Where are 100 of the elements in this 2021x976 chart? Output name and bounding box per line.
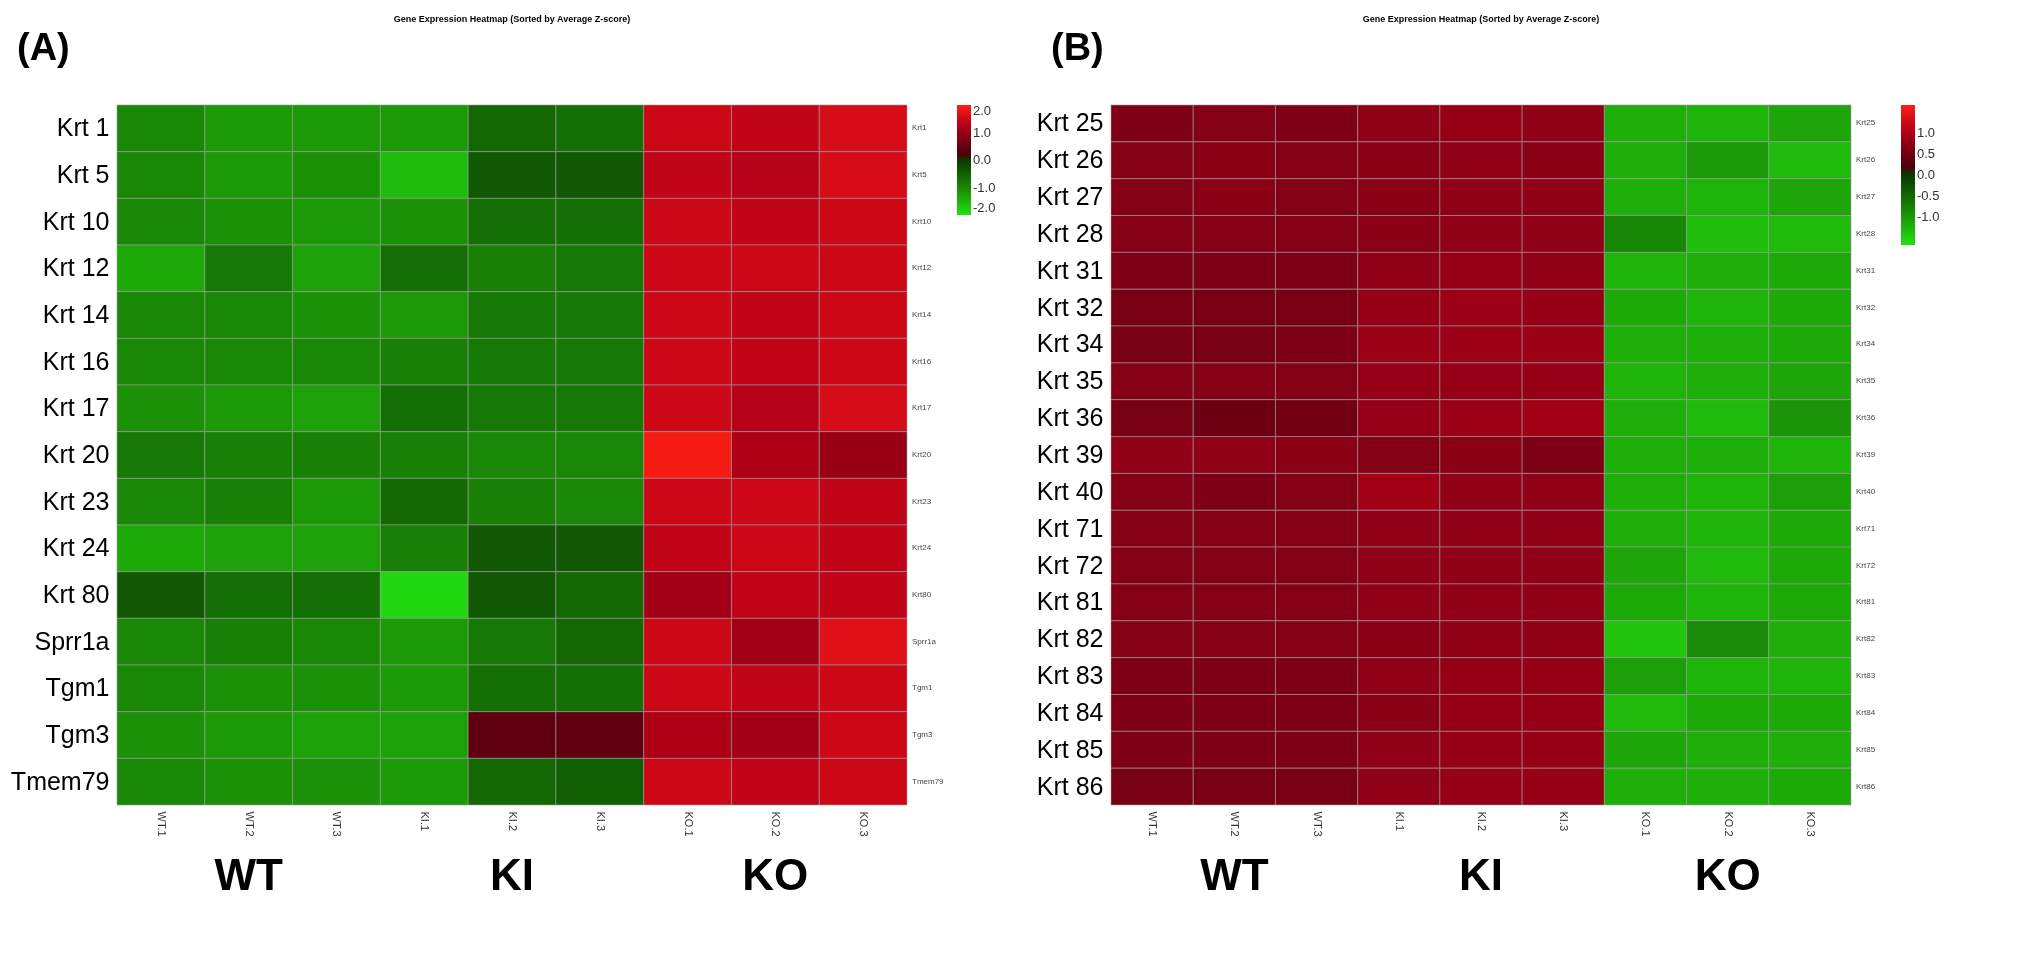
y2-tick-label: Krt34 bbox=[1856, 339, 1876, 349]
y2-tick-label: Krt17 bbox=[912, 403, 932, 413]
y-tick-label: Krt 32 bbox=[1036, 292, 1104, 321]
x-tick-label: KI.2 bbox=[507, 811, 519, 832]
color-bar-label: 1.0 bbox=[1917, 124, 1936, 140]
y-tick-label: Krt 28 bbox=[1036, 218, 1104, 247]
y2-tick-label: Sprr1a bbox=[912, 636, 937, 646]
y2-tick-label: Krt26 bbox=[1856, 155, 1876, 165]
x-tick-label: WT.1 bbox=[1147, 811, 1160, 837]
y-tick-label: Krt 16 bbox=[42, 346, 110, 375]
color-bar-label: 0.5 bbox=[1917, 145, 1936, 161]
y2-tick-label: Krt83 bbox=[1856, 671, 1876, 681]
x-tick-label: KI.1 bbox=[419, 811, 432, 832]
y-tick-label: Tgm3 bbox=[45, 720, 110, 748]
color-bar-label: 1.0 bbox=[973, 124, 992, 140]
x-tick-label: KO.1 bbox=[682, 811, 695, 837]
y2-tick-label: Tmem79 bbox=[912, 776, 945, 786]
x-tick-label: KO.3 bbox=[858, 811, 871, 837]
x-tick-label: KO.2 bbox=[770, 811, 783, 837]
y2-tick-label: Tgm1 bbox=[912, 683, 933, 693]
text: (A) bbox=[17, 26, 70, 68]
chart-title: Gene Expression Heatmap (Sorted by Average Z-score) bbox=[393, 14, 631, 24]
y-tick-label: Krt 85 bbox=[1036, 734, 1104, 763]
x-tick-label: KI.3 bbox=[1558, 811, 1571, 832]
y2-tick-label: Krt85 bbox=[1856, 744, 1876, 754]
x-tick-label: WT.2 bbox=[1229, 811, 1242, 837]
x-tick-label: KO.3 bbox=[1804, 811, 1817, 837]
y2-tick-label: Krt14 bbox=[912, 310, 932, 319]
y2-tick-label: Krt23 bbox=[912, 496, 932, 506]
text: KO bbox=[742, 850, 809, 899]
y-tick-label: Krt 24 bbox=[42, 533, 110, 562]
y2-tick-label: Krt32 bbox=[1856, 302, 1876, 312]
y2-tick-label: Krt84 bbox=[1856, 707, 1876, 717]
y-tick-label: Krt 80 bbox=[42, 580, 110, 608]
y-tick-label: Krt 1 bbox=[56, 113, 110, 142]
y2-tick-label: Krt16 bbox=[912, 356, 932, 366]
x-tick-label: WT.2 bbox=[243, 811, 256, 837]
x-tick-label: WT.3 bbox=[1311, 811, 1324, 837]
y2-tick-label: Krt27 bbox=[1856, 192, 1876, 202]
color-bar-label: -1.0 bbox=[973, 179, 996, 195]
y-tick-label: Krt 40 bbox=[1036, 476, 1104, 505]
y2-tick-label: Krt81 bbox=[1856, 597, 1876, 607]
text: KI bbox=[490, 850, 534, 899]
y-tick-label: Krt 10 bbox=[42, 206, 110, 235]
y-tick-label: Krt 71 bbox=[1036, 513, 1104, 542]
y-tick-label: Krt 34 bbox=[1036, 329, 1104, 358]
color-bar-label: -0.5 bbox=[1917, 188, 1940, 204]
y-tick-label: Krt 31 bbox=[1036, 255, 1104, 284]
y-tick-label: Krt 82 bbox=[1036, 624, 1104, 653]
y2-tick-label: Krt25 bbox=[1856, 118, 1876, 128]
y2-tick-label: Krt80 bbox=[912, 590, 932, 599]
y-tick-label: Tmem79 bbox=[10, 766, 110, 795]
y2-tick-label: Krt12 bbox=[912, 263, 932, 273]
y2-tick-label: Krt72 bbox=[1856, 560, 1876, 570]
text: WT bbox=[214, 850, 283, 899]
y-tick-label: Krt 12 bbox=[42, 253, 110, 282]
y2-tick-label: Krt82 bbox=[1856, 634, 1876, 644]
text: WT bbox=[1200, 850, 1269, 899]
x-tick-label: KO.1 bbox=[1640, 811, 1653, 837]
y2-tick-label: Krt86 bbox=[1856, 781, 1876, 791]
color-bar-label: -1.0 bbox=[1917, 209, 1940, 225]
y-tick-label: Krt 83 bbox=[1036, 661, 1104, 690]
y2-tick-label: Krt24 bbox=[912, 543, 932, 553]
y2-tick-label: Krt36 bbox=[1856, 413, 1876, 423]
y-tick-label: Krt 17 bbox=[42, 393, 110, 422]
y-tick-label: Krt 23 bbox=[42, 486, 110, 515]
chart-title: Gene Expression Heatmap (Sorted by Average Z-score) bbox=[1362, 14, 1600, 24]
x-tick-label: KI.1 bbox=[1393, 811, 1406, 832]
y2-tick-label: Krt1 bbox=[912, 123, 928, 133]
y-tick-label: Krt 86 bbox=[1036, 771, 1104, 800]
color-bar-label: 0.0 bbox=[1917, 167, 1936, 182]
text: KO bbox=[1694, 850, 1761, 899]
y-tick-label: Krt 5 bbox=[56, 160, 110, 188]
y-tick-label: Tgm1 bbox=[45, 673, 110, 702]
y-tick-label: Krt 72 bbox=[1036, 550, 1104, 579]
y-tick-label: Krt 26 bbox=[1036, 145, 1104, 174]
x-tick-label: KO.2 bbox=[1722, 811, 1735, 837]
y-tick-label: Krt 14 bbox=[42, 300, 110, 328]
x-tick-label: KI.2 bbox=[1476, 811, 1488, 832]
color-bar-label: 2.0 bbox=[973, 103, 992, 118]
y2-tick-label: Krt40 bbox=[1856, 486, 1876, 496]
y-tick-label: Krt 36 bbox=[1036, 403, 1104, 432]
y2-tick-label: Tgm3 bbox=[912, 730, 933, 739]
text: (B) bbox=[1051, 26, 1104, 68]
y-tick-label: Krt 20 bbox=[42, 440, 110, 468]
x-tick-label: WT.1 bbox=[155, 811, 168, 837]
y-tick-label: Krt 39 bbox=[1036, 440, 1104, 468]
x-tick-label: WT.3 bbox=[331, 811, 344, 837]
y2-tick-label: Krt28 bbox=[1856, 228, 1876, 238]
x-tick-label: KI.3 bbox=[594, 811, 607, 832]
y2-tick-label: Krt31 bbox=[1856, 265, 1876, 275]
y2-tick-label: Krt39 bbox=[1856, 450, 1876, 459]
y-tick-label: Krt 27 bbox=[1036, 182, 1104, 211]
y2-tick-label: Krt35 bbox=[1856, 376, 1876, 386]
y-tick-label: Krt 84 bbox=[1036, 697, 1104, 726]
color-bar-label: -2.0 bbox=[973, 200, 996, 215]
y2-tick-label: Krt5 bbox=[912, 170, 928, 179]
y-tick-label: Krt 81 bbox=[1036, 587, 1104, 616]
y2-tick-label: Krt20 bbox=[912, 450, 932, 459]
y2-tick-label: Krt71 bbox=[1856, 523, 1876, 533]
